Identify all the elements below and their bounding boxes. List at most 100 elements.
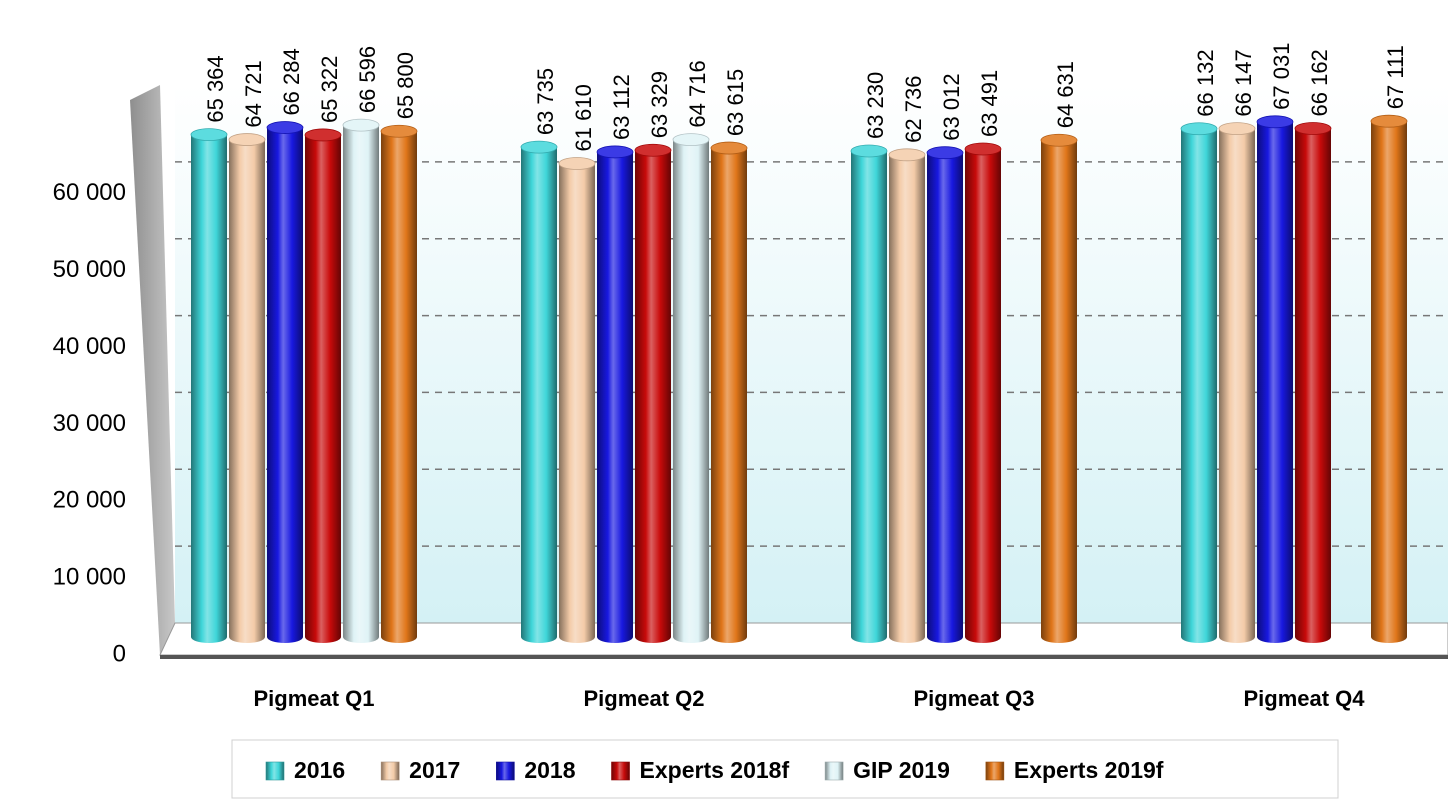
bar [888,148,926,643]
y-tick-label: 30 000 [53,410,126,437]
value-label: 64 631 [1053,61,1078,128]
bar-body [1181,128,1217,644]
bar-body [965,149,1001,644]
bar [1370,114,1408,643]
bar-top [1218,122,1256,136]
y-tick-label: 40 000 [53,333,126,360]
legend-swatch [496,761,515,781]
bar-top [672,133,710,147]
bar [520,140,558,643]
value-label: 65 364 [203,55,228,122]
bar-top [888,148,926,162]
bar-top [1256,115,1294,129]
bar-body [343,125,379,643]
bar-top [1370,114,1408,128]
legend-label: Experts 2018f [640,757,790,783]
bar [710,141,748,643]
bar-top [926,146,964,160]
x-tick-label: Pigmeat Q2 [583,686,704,711]
legend-swatch [611,761,630,781]
bar-body [229,139,265,644]
value-label: 61 610 [571,84,596,151]
value-label: 66 132 [1193,49,1218,116]
bar-body [1371,121,1407,643]
bar-top [342,118,380,132]
bar [634,143,672,643]
value-label: 63 615 [723,69,748,136]
bar-body [635,150,671,643]
bar [1040,133,1078,644]
bar-top [190,128,228,142]
back-wall [175,85,1448,623]
bar-top [596,145,634,159]
value-label: 67 111 [1383,45,1408,109]
bar [380,124,418,643]
bar-body [1219,128,1255,644]
side-wall [130,85,175,655]
bar [850,144,888,643]
x-tick-label: Pigmeat Q4 [1243,686,1365,711]
value-label: 65 800 [393,52,418,119]
bar-body [927,152,963,644]
bar-top [634,143,672,157]
bar-body [889,154,925,643]
bar-top [558,157,596,170]
bar-body [1295,128,1331,643]
bar-top [380,124,418,138]
bar-top [850,144,888,158]
value-label: 66 147 [1231,49,1256,116]
y-tick-label: 0 [113,640,126,667]
bar-body [1257,121,1293,643]
bar [190,128,228,643]
value-label: 66 162 [1307,49,1332,116]
value-label: 64 716 [685,60,710,127]
bar-body [559,163,595,643]
y-tick-label: 10 000 [53,563,126,590]
bar [1218,122,1256,644]
bar [1180,122,1218,644]
value-label: 66 596 [355,46,380,113]
legend-label: 2016 [294,757,345,783]
value-label: 63 329 [647,71,672,138]
bar [964,142,1002,644]
value-label: 65 322 [317,56,342,123]
bar-body [381,131,417,643]
bar-body [673,139,709,643]
value-label: 63 112 [609,74,634,140]
bar [228,133,266,644]
value-label: 63 012 [939,73,964,140]
bar-body [191,134,227,643]
bar [342,118,380,643]
bar-top [1180,122,1218,136]
bar-top [520,140,558,154]
bar [1294,122,1332,643]
bar [266,121,304,643]
bar-body [711,148,747,643]
legend-label: 2018 [524,757,575,783]
bar [558,157,596,643]
bar [304,128,342,643]
bar-top [304,128,342,142]
bar-body [305,134,341,643]
legend-swatch [824,761,844,781]
x-tick-label: Pigmeat Q1 [253,686,374,711]
legend-swatch [985,761,1005,781]
bar [926,146,964,644]
bar [672,133,710,643]
bar [1256,115,1294,643]
value-label: 63 230 [863,72,888,139]
bar-body [521,147,557,643]
value-label: 63 491 [977,70,1002,137]
bar-body [851,151,887,643]
floor-edge [160,655,1448,659]
value-label: 62 736 [901,76,926,143]
x-tick-label: Pigmeat Q3 [913,686,1034,711]
y-tick-label: 50 000 [53,256,126,283]
bar-top [228,133,266,146]
bar-body [1041,140,1077,644]
legend-label: GIP 2019 [853,757,950,783]
bar-top [1294,122,1332,135]
legend-swatch [265,761,285,781]
